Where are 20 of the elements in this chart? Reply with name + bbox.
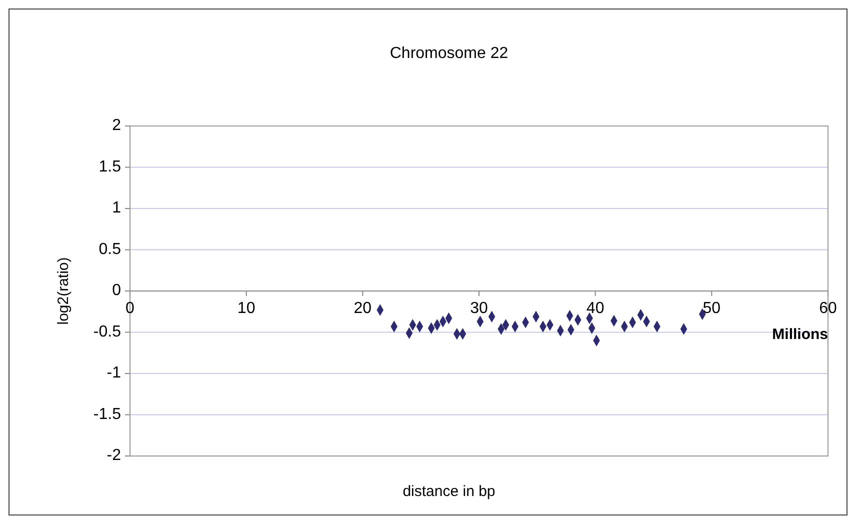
annotation: Millions <box>772 326 828 343</box>
y-tick-label: 2 <box>112 117 122 134</box>
x-tick-label: 10 <box>237 300 256 317</box>
y-tick-label: 0.5 <box>98 240 122 258</box>
x-axis-title: distance in bp <box>402 483 496 500</box>
x-tick-label: 40 <box>586 300 604 317</box>
y-tick-label: -1.5 <box>93 406 122 423</box>
y-tick-label: -0.5 <box>93 323 122 340</box>
x-tick-label: 20 <box>354 300 372 317</box>
x-tick-label: 0 <box>126 300 135 317</box>
y-tick-label: 1 <box>112 200 122 217</box>
x-tick-label: 30 <box>470 300 488 317</box>
y-tick-label: 0 <box>112 282 122 300</box>
x-tick-label: 60 <box>819 300 837 317</box>
y-tick-label: -2 <box>106 447 122 464</box>
y-axis-title: log2(ratio) <box>55 257 72 325</box>
chart-title: Chromosome 22 <box>390 45 508 62</box>
x-tick-label: 50 <box>702 300 721 317</box>
y-tick-label: 1.5 <box>98 158 122 176</box>
y-tick-label: -1 <box>106 364 122 382</box>
